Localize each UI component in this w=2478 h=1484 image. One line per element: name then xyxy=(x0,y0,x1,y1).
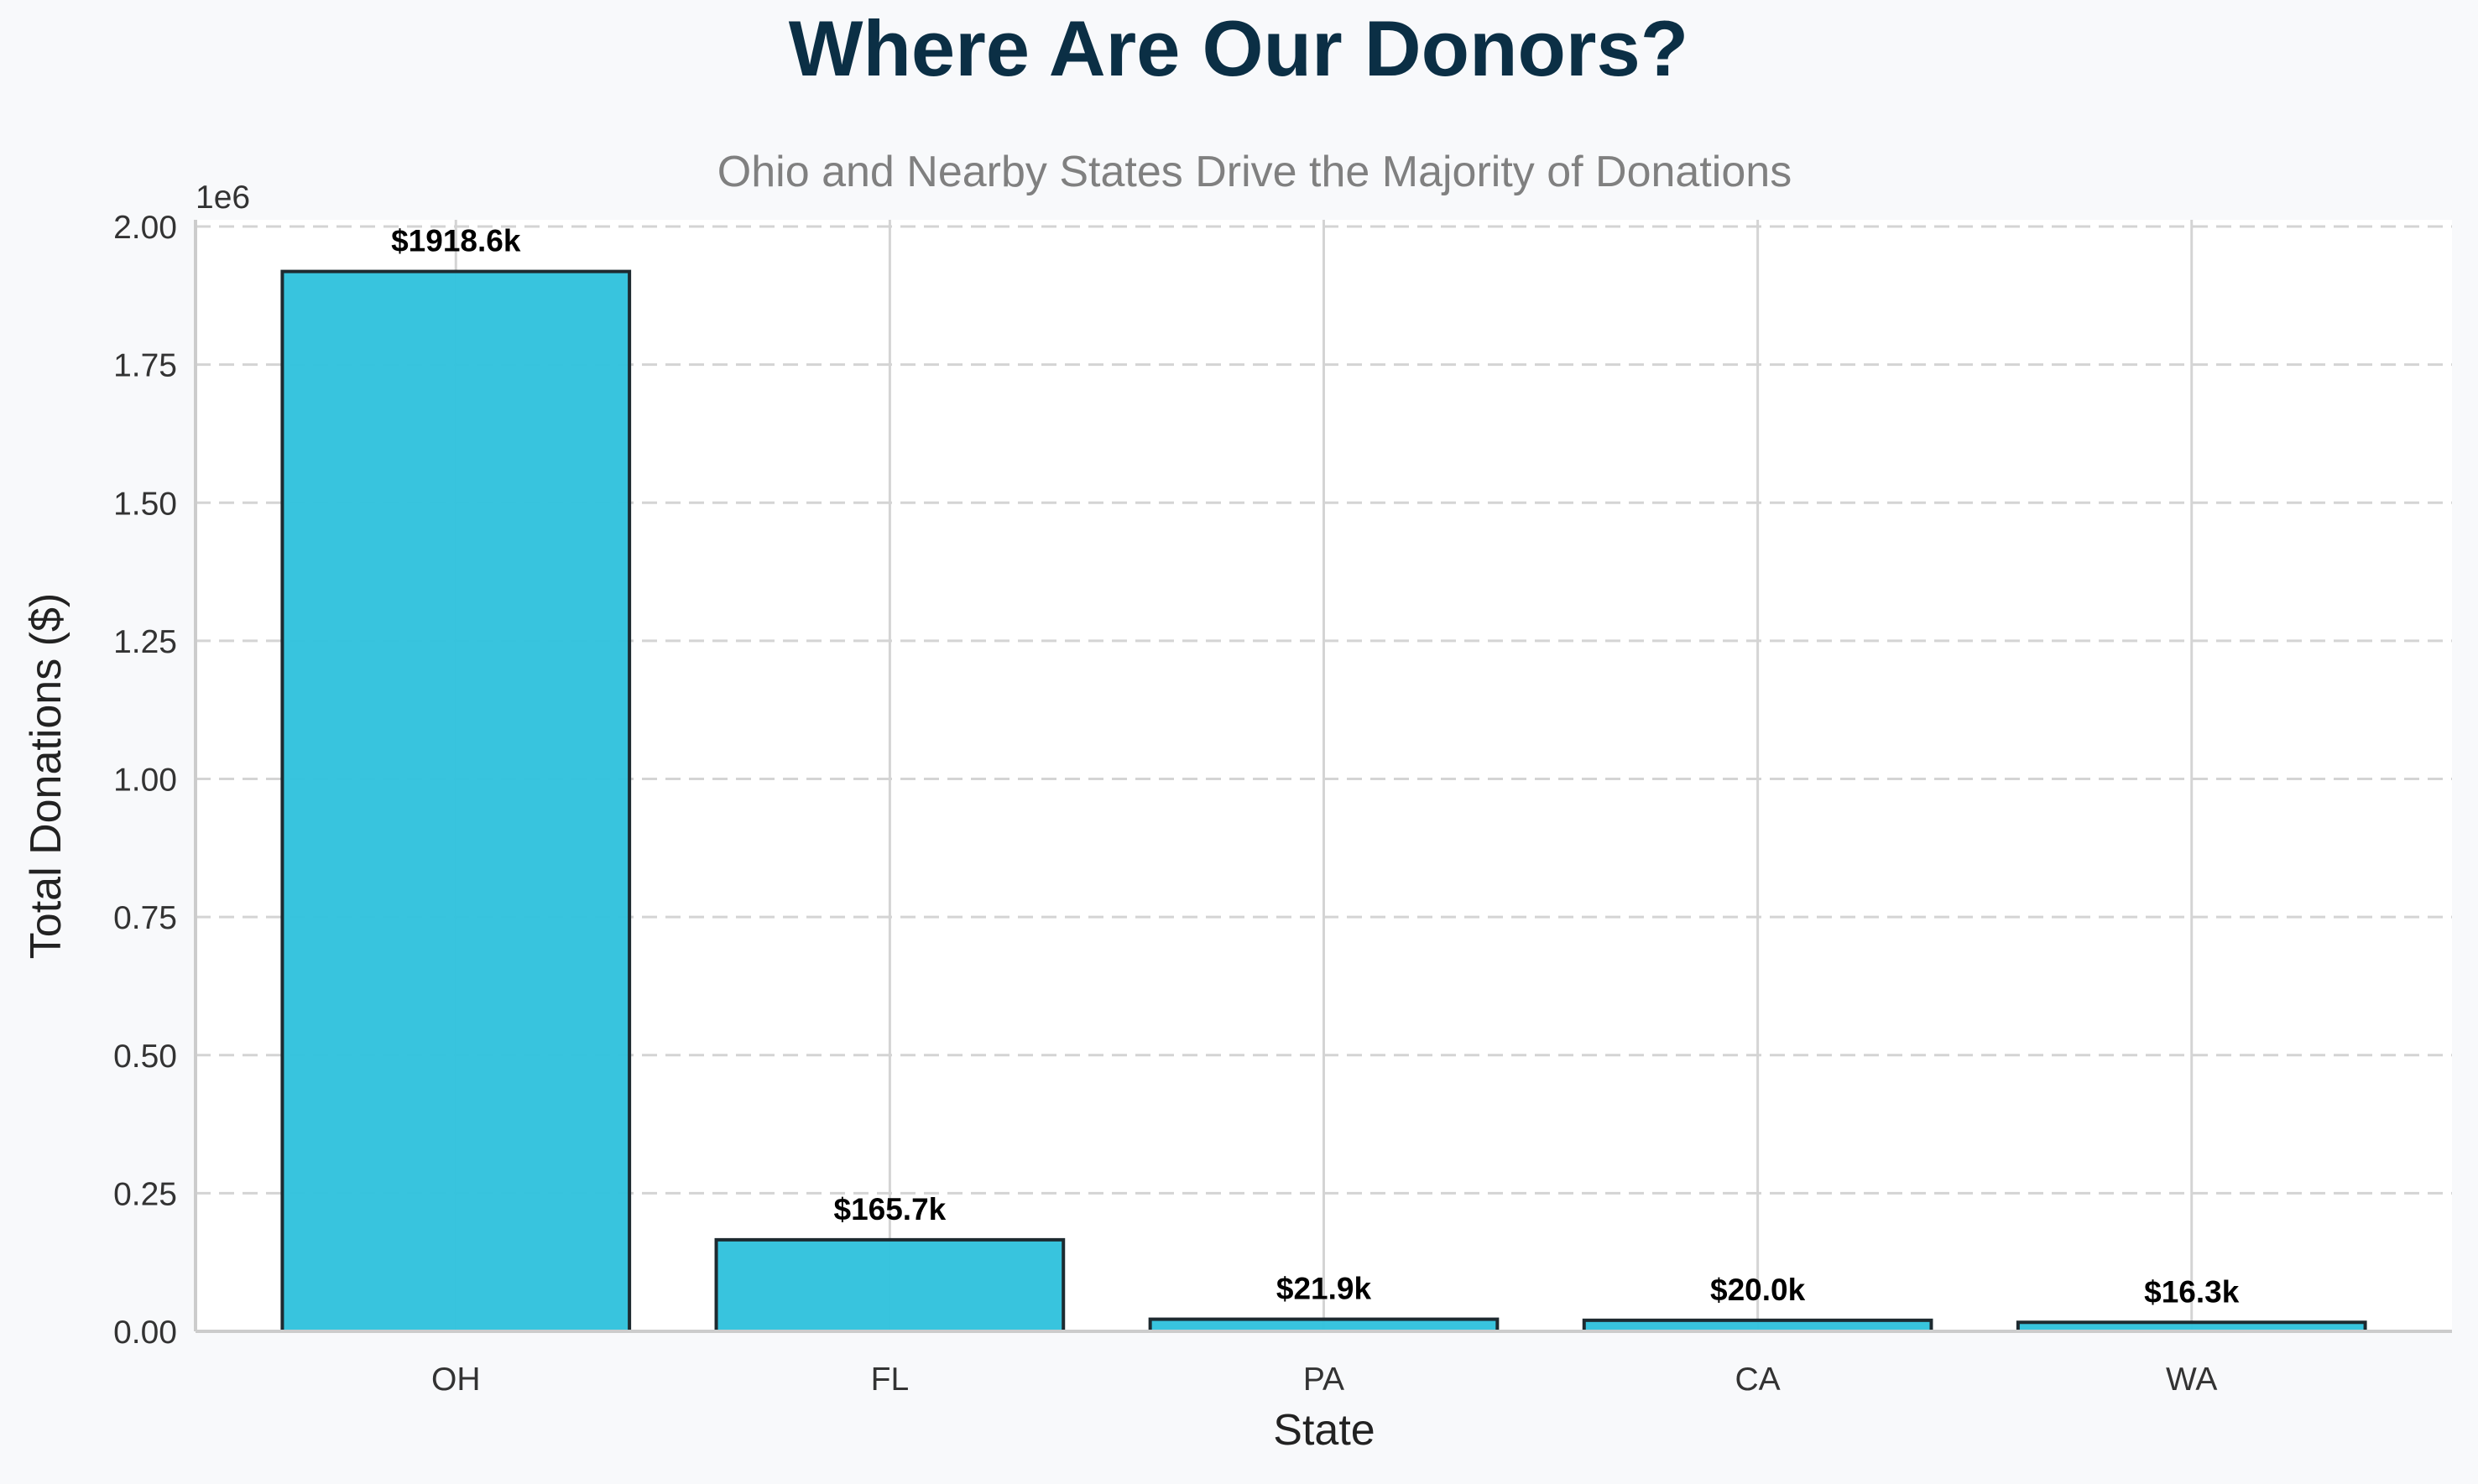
chart-title: Where Are Our Donors? xyxy=(789,4,1688,92)
y-tick-label: 0.75 xyxy=(113,900,177,936)
bars-layer xyxy=(280,269,2367,1334)
data-labels: $1918.6k $165.7k $21.9k $20.0k $16.3k xyxy=(391,224,2240,1310)
y-tick-label: 1.25 xyxy=(113,624,177,660)
x-tick-label: WA xyxy=(2166,1362,2217,1398)
y-tick-label: 0.50 xyxy=(113,1039,177,1075)
data-label: $21.9k xyxy=(1276,1272,1372,1306)
bar-oh xyxy=(280,269,632,1333)
x-tick-label: PA xyxy=(1303,1362,1344,1398)
bar-fl xyxy=(714,1237,1066,1334)
data-label: $1918.6k xyxy=(391,224,521,258)
x-tick-label: FL xyxy=(871,1362,910,1398)
y-tick-label: 1.50 xyxy=(113,486,177,522)
y-tick-label: 2.00 xyxy=(113,210,177,246)
chart-subtitle: Ohio and Nearby States Drive the Majorit… xyxy=(717,148,1792,196)
x-tick-labels: OH FL PA CA WA xyxy=(431,1362,2217,1398)
bar-pa xyxy=(1148,1317,1500,1334)
x-tick-label: CA xyxy=(1735,1362,1781,1398)
y-tick-label: 1.75 xyxy=(113,348,177,384)
x-axis-title: State xyxy=(1273,1406,1375,1455)
y-axis-offset-label: 1e6 xyxy=(196,180,250,216)
y-axis-title: Total Donations ($) xyxy=(22,593,70,959)
x-tick-label: OH xyxy=(431,1362,481,1398)
axes-layer xyxy=(194,220,2452,1333)
y-tick-label: 0.00 xyxy=(113,1315,177,1351)
data-label: $20.0k xyxy=(1710,1273,1806,1307)
y-tick-label: 1.00 xyxy=(113,763,177,799)
data-label: $16.3k xyxy=(2144,1274,2240,1309)
y-tick-label: 0.25 xyxy=(113,1176,177,1212)
data-label: $165.7k xyxy=(834,1192,947,1226)
y-tick-labels: 0.00 0.25 0.50 0.75 1.00 1.25 1.50 1.75 2.00 xyxy=(113,210,177,1351)
